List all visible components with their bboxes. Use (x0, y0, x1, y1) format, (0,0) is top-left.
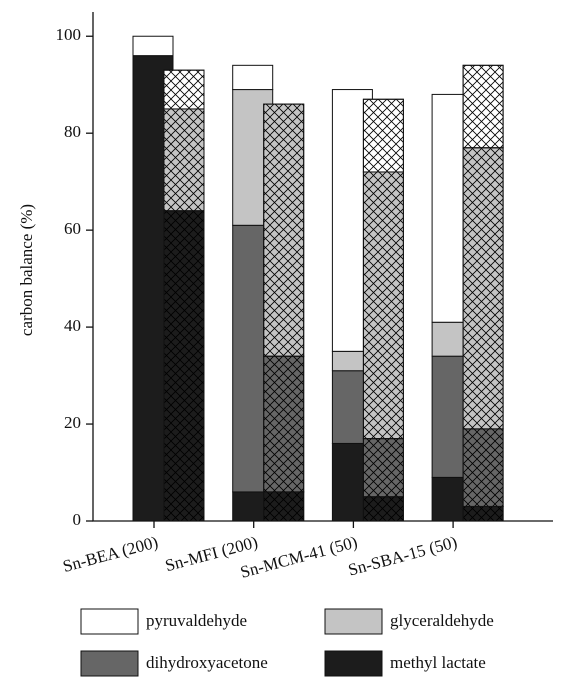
hatch (362, 496, 404, 522)
hatch (462, 428, 504, 507)
legend-label: dihydroxyacetone (146, 653, 268, 672)
hatch (462, 64, 504, 149)
legend-swatch (80, 608, 139, 635)
y-tick-label: 60 (64, 219, 81, 238)
legend-swatch (80, 650, 139, 677)
y-tick-label: 100 (56, 25, 82, 44)
legend-label: methyl lactate (390, 653, 486, 672)
hatch (263, 491, 305, 522)
hatch (163, 210, 205, 522)
hatch (462, 505, 504, 522)
hatch (263, 355, 305, 493)
legend-swatch (324, 650, 383, 677)
bar-segment (132, 35, 174, 57)
hatch (362, 171, 404, 440)
bar-segment (232, 64, 274, 91)
legend-swatch (324, 608, 383, 635)
hatch (263, 103, 305, 357)
hatch (163, 69, 205, 110)
hatch (362, 98, 404, 173)
legend-label: glyceraldehyde (390, 611, 494, 630)
y-tick-label: 20 (64, 413, 81, 432)
y-tick-label: 80 (64, 122, 81, 141)
y-tick-label: 40 (64, 316, 81, 335)
y-axis-label: carbon balance (%) (17, 204, 36, 336)
legend-label: pyruvaldehyde (146, 611, 247, 630)
y-tick-label: 0 (73, 510, 82, 529)
hatch (362, 438, 404, 498)
x-tick-label: Sn-SBA-15 (50) (346, 532, 459, 579)
hatch (163, 108, 205, 212)
x-tick-label: Sn-BEA (200) (61, 532, 160, 576)
hatch (462, 147, 504, 430)
